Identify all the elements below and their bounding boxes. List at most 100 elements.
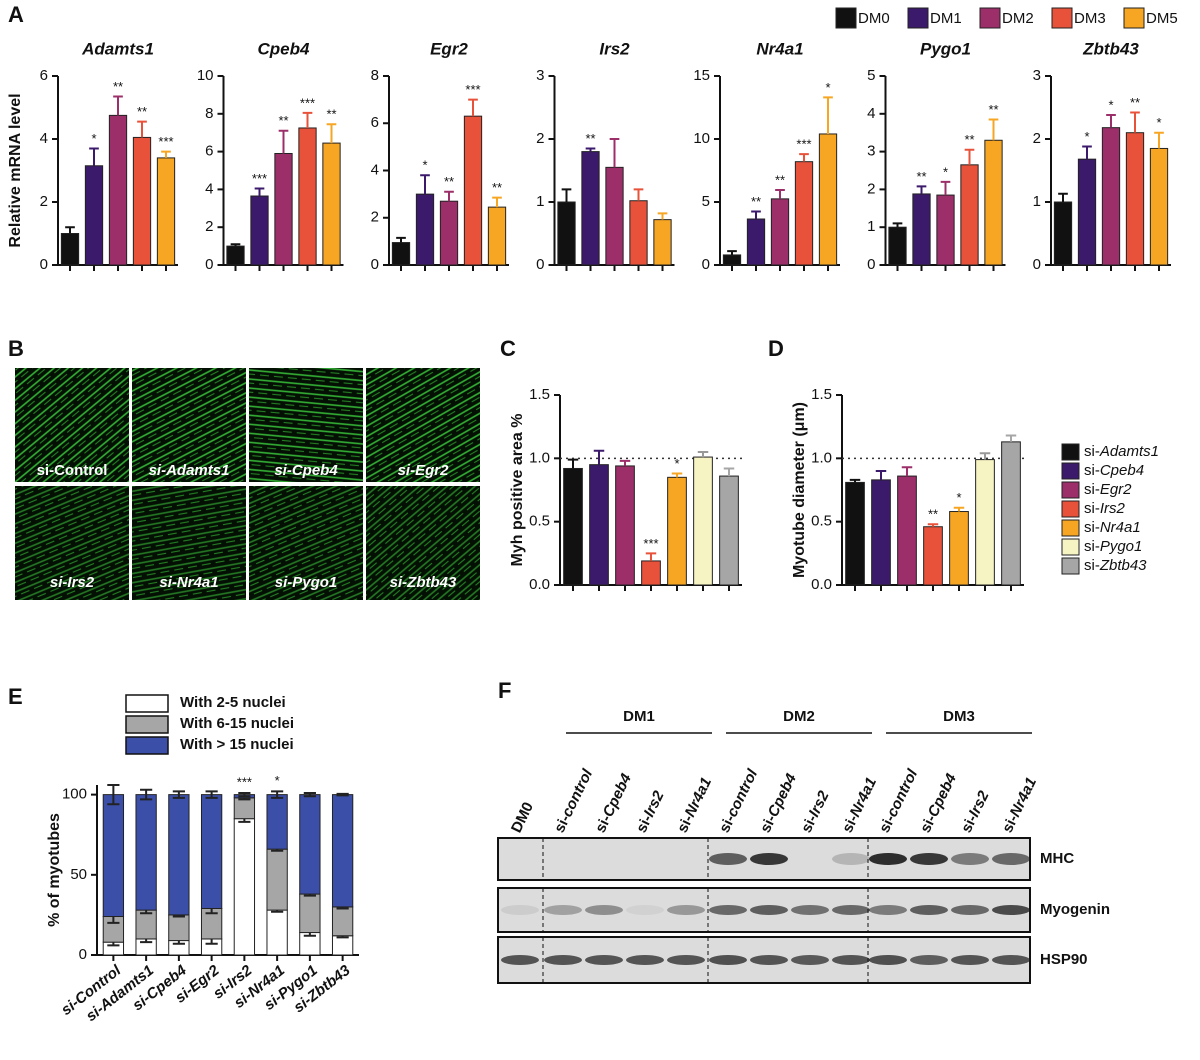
lane-label: si-Cpeb4 [757,771,800,836]
bar [415,193,435,266]
bar [84,165,104,266]
y-tick-label: 4 [867,105,875,122]
legend-label: DM0 [858,10,890,27]
error-bar [1082,145,1092,160]
y-tick-label: 1.5 [811,386,832,403]
bar [605,166,624,266]
significance: * [956,490,961,505]
significance: * [943,164,948,179]
group-label: DM1 [623,708,655,725]
lane-label: si-control [551,766,597,836]
image-label: si-Zbtb43 [390,574,457,591]
legend-swatch [1051,7,1073,29]
bar [629,200,648,266]
bar [1101,127,1121,266]
chart-title: Pygo1 [920,39,971,58]
y-tick-label: 0 [371,256,379,273]
bar [653,219,672,266]
legend-swatch [1123,7,1145,29]
significance: ** [988,102,998,117]
significance: * [674,456,679,471]
error-bar [723,467,735,477]
significance: ** [928,507,938,522]
error-bar [988,118,999,141]
y-tick-label: 5 [702,193,710,210]
band [951,955,989,965]
lane-label: si-Nr4a1 [674,775,715,836]
y-tick-label: 5 [867,67,875,84]
legend-swatch [125,694,169,713]
panel-label: D [768,336,784,361]
bar [156,157,176,266]
band [709,955,747,965]
bar-segment [331,794,354,908]
error-bar [619,459,631,466]
error-bar [633,188,644,201]
y-tick-label: 0.5 [529,513,550,530]
panel-label: F [498,678,511,703]
error-bar [161,150,171,158]
y-tick-label: 8 [205,105,213,122]
significance: * [1108,97,1113,112]
bar [936,194,955,266]
bar-segment [299,794,321,895]
error-bar [964,148,975,165]
error-bar [303,792,316,798]
band [709,853,747,865]
bar [871,479,891,586]
significance: * [91,131,96,146]
legend-swatch [1061,519,1080,537]
band [910,853,948,865]
micrograph [15,486,129,600]
error-bar [671,472,683,478]
legend-label: si-Egr2 [1084,481,1132,498]
band [869,905,907,915]
chart-title: Cpeb4 [258,39,311,58]
bar [667,476,687,586]
bar [975,459,995,586]
bar [463,115,483,266]
error-bar [953,506,965,512]
band [832,955,870,965]
y-tick-label: 0 [536,256,544,273]
significance: ** [492,180,502,195]
legend-label: With 6-15 nuclei [180,715,294,732]
legend-swatch [125,715,169,734]
y-tick-label: 2 [371,209,379,226]
image-label: si-Egr2 [398,462,450,479]
band [750,905,788,915]
error-bar [567,458,579,469]
significance: * [422,158,427,173]
band [910,905,948,915]
bar-segment [102,794,125,918]
group-label: DM3 [943,708,975,725]
error-bar [1106,114,1116,128]
significance: *** [643,536,658,551]
significance: *** [300,95,315,110]
bar [818,133,838,266]
significance: ** [751,194,761,209]
bar [693,456,713,586]
error-bar [609,138,620,168]
error-bar [593,449,605,465]
significance: ** [775,172,785,187]
bar [746,218,766,266]
image-label: si-Irs2 [50,574,95,591]
error-bar [892,222,903,228]
band [585,955,623,965]
error-bar [420,174,430,195]
bar [912,193,931,266]
bar [487,206,507,266]
significance: ** [278,113,288,128]
band [750,853,788,865]
bar-segment [331,906,354,937]
lane-label: si-Cpeb4 [917,771,960,836]
chart-title: Irs2 [599,39,630,58]
error-bar [326,123,337,144]
y-tick-label: 6 [40,67,48,84]
y-axis-label: % of myotubes [46,813,63,927]
bar [1053,201,1073,266]
bar-segment [200,794,223,909]
error-bar [1154,131,1164,149]
bar [557,201,576,266]
